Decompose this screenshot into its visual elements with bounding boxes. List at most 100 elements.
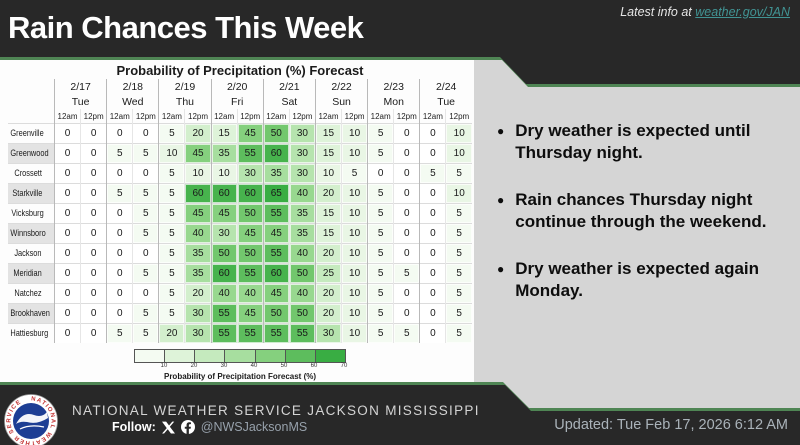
pop-cell: 20 xyxy=(314,303,342,324)
table-row: Jackson 0 0 0 0 5 35 50 50 55 40 20 10 5 0 0 5 xyxy=(8,243,472,264)
pop-cell: 5 xyxy=(158,243,185,264)
pop-cell: 55 xyxy=(210,303,238,324)
pop-cell: 0 xyxy=(393,183,420,204)
pop-cell: 10 xyxy=(210,163,238,184)
pop-cell: 55 xyxy=(262,243,290,264)
pop-cell: 5 xyxy=(158,223,185,244)
pop-cell: 30 xyxy=(184,303,212,324)
pop-cell: 0 xyxy=(80,243,107,264)
weather-gov-link[interactable]: weather.gov/JAN xyxy=(695,5,790,19)
latest-info: Latest info at weather.gov/JAN xyxy=(620,5,790,19)
city-label: Hattiesburg xyxy=(8,323,55,343)
pop-cell: 50 xyxy=(210,243,238,264)
pop-cell: 5 xyxy=(106,323,133,343)
pop-cell: 0 xyxy=(419,243,446,264)
pop-cell: 5 xyxy=(106,183,133,204)
pop-cell: 30 xyxy=(184,323,212,343)
city-label: Winnsboro xyxy=(8,223,55,244)
time-header: 12am xyxy=(367,109,394,124)
pop-cell: 0 xyxy=(393,243,420,264)
pop-cell: 5 xyxy=(445,263,472,284)
bullet-item: ● Dry weather is expected again Monday. xyxy=(497,258,793,303)
corner-cell xyxy=(8,94,55,109)
legend-tick-label: 40 xyxy=(250,363,258,369)
pop-cell: 15 xyxy=(314,203,342,224)
city-label: Brookhaven xyxy=(8,303,55,324)
legend-colorbar xyxy=(134,349,346,363)
pop-cell: 5 xyxy=(132,303,159,324)
table-row: Crossett 0 0 0 0 5 10 10 30 35 30 10 5 0 0 5 5 xyxy=(8,163,472,184)
bullet-text: Dry weather is expected again Monday. xyxy=(515,258,760,301)
pop-cell: 0 xyxy=(80,303,107,324)
pop-cell: 60 xyxy=(262,263,290,284)
pop-cell: 45 xyxy=(184,143,212,164)
pop-cell: 0 xyxy=(106,263,133,284)
pop-cell: 0 xyxy=(80,323,107,343)
pop-cell: 5 xyxy=(445,163,472,184)
pop-cell: 0 xyxy=(80,263,107,284)
x-icon[interactable] xyxy=(161,421,175,434)
pop-cell: 30 xyxy=(210,223,238,244)
pop-cell: 35 xyxy=(288,223,316,244)
pop-cell: 30 xyxy=(288,143,316,164)
city-label: Crossett xyxy=(8,163,55,184)
pop-cell: 15 xyxy=(210,123,238,144)
pop-cell: 35 xyxy=(262,163,290,184)
pop-cell: 0 xyxy=(80,183,107,204)
pop-cell: 45 xyxy=(262,223,290,244)
pop-cell: 5 xyxy=(445,243,472,264)
pop-cell: 0 xyxy=(106,123,133,144)
pop-cell: 20 xyxy=(314,283,342,304)
table-row: Hattiesburg 0 0 5 5 20 30 55 55 55 55 30 10 5 5 0 5 xyxy=(8,323,472,343)
updated-timestamp: Updated: Tue Feb 17, 2026 6:12 AM xyxy=(554,417,788,433)
pop-cell: 0 xyxy=(80,283,107,304)
pop-cell: 60 xyxy=(262,143,290,164)
legend-segment xyxy=(195,350,226,362)
city-label: Meridian xyxy=(8,263,55,284)
pop-cell: 55 xyxy=(288,323,316,343)
pop-cell: 20 xyxy=(184,123,212,144)
pop-cell: 5 xyxy=(106,143,133,164)
pop-cell: 0 xyxy=(419,323,446,343)
legend-tick-label: 50 xyxy=(280,363,288,369)
legend-segment xyxy=(225,350,256,362)
table-row: Greenville 0 0 0 0 5 20 15 45 50 30 15 10 5 0 0 10 xyxy=(8,123,472,144)
pop-cell: 10 xyxy=(341,263,368,284)
city-label: Starkville xyxy=(8,183,55,204)
page-title: Rain Chances This Week xyxy=(8,10,364,45)
date-header: 2/24 xyxy=(419,79,472,94)
pop-cell: 10 xyxy=(341,303,368,324)
pop-cell: 5 xyxy=(158,203,185,224)
pop-cell: 50 xyxy=(288,303,316,324)
pop-cell: 5 xyxy=(132,203,159,224)
pop-cell: 10 xyxy=(445,123,472,144)
legend-tick-label: 70 xyxy=(340,363,348,369)
pop-cell: 5 xyxy=(367,123,394,144)
pop-cell: 55 xyxy=(236,143,264,164)
time-header: 12am xyxy=(106,109,133,124)
pop-cell: 0 xyxy=(53,303,81,324)
pop-cell: 10 xyxy=(341,243,368,264)
legend-tick-label: 30 xyxy=(220,363,228,369)
legend-tick-label: 60 xyxy=(310,363,318,369)
pop-cell: 0 xyxy=(393,283,420,304)
legend-tick-label: 10 xyxy=(160,363,168,369)
pop-cell: 40 xyxy=(288,243,316,264)
pop-cell: 10 xyxy=(341,323,368,343)
pop-cell: 0 xyxy=(106,223,133,244)
pop-cell: 5 xyxy=(158,163,185,184)
pop-cell: 50 xyxy=(288,263,316,284)
pop-cell: 15 xyxy=(314,223,342,244)
social-handle[interactable]: @NWSJacksonMS xyxy=(200,420,308,434)
legend-segment xyxy=(165,350,196,362)
pop-cell: 5 xyxy=(393,263,420,284)
day-header: Mon xyxy=(367,94,420,109)
facebook-icon[interactable] xyxy=(180,420,195,434)
pop-cell: 0 xyxy=(80,163,107,184)
bullet-dot: ● xyxy=(497,261,505,276)
pop-cell: 45 xyxy=(210,203,238,224)
org-name: NATIONAL WEATHER SERVICE JACKSON MISSISS… xyxy=(72,403,480,418)
pop-cell: 0 xyxy=(106,283,133,304)
table-row: Winnsboro 0 0 0 5 5 40 30 45 45 35 15 10 5 0 0 5 xyxy=(8,223,472,244)
pop-cell: 0 xyxy=(132,163,159,184)
